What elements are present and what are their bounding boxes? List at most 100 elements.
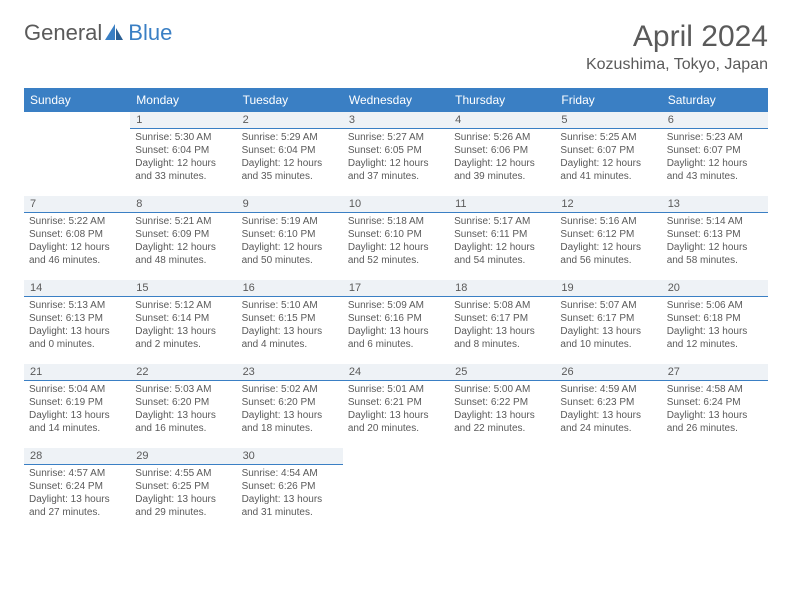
day-info: Sunrise: 5:00 AMSunset: 6:22 PMDaylight:… — [449, 381, 555, 439]
day-info: Sunrise: 5:04 AMSunset: 6:19 PMDaylight:… — [24, 381, 130, 439]
daylight-text: Daylight: 12 hours — [667, 157, 763, 170]
day-number: 26 — [555, 364, 661, 381]
day-number: 13 — [662, 196, 768, 213]
calendar-week: 21Sunrise: 5:04 AMSunset: 6:19 PMDayligh… — [24, 364, 768, 448]
sunrise-text: Sunrise: 4:59 AM — [560, 383, 656, 396]
day-info: Sunrise: 5:18 AMSunset: 6:10 PMDaylight:… — [343, 213, 449, 271]
sunset-text: Sunset: 6:15 PM — [242, 312, 338, 325]
calendar-day: 8Sunrise: 5:21 AMSunset: 6:09 PMDaylight… — [130, 196, 236, 280]
day-info: Sunrise: 5:13 AMSunset: 6:13 PMDaylight:… — [24, 297, 130, 355]
calendar-body: 1Sunrise: 5:30 AMSunset: 6:04 PMDaylight… — [24, 112, 768, 532]
calendar-day: 30Sunrise: 4:54 AMSunset: 6:26 PMDayligh… — [237, 448, 343, 532]
day-number: 15 — [130, 280, 236, 297]
sunrise-text: Sunrise: 5:02 AM — [242, 383, 338, 396]
calendar-day: 2Sunrise: 5:29 AMSunset: 6:04 PMDaylight… — [237, 112, 343, 196]
day-info: Sunrise: 5:10 AMSunset: 6:15 PMDaylight:… — [237, 297, 343, 355]
day-info: Sunrise: 5:12 AMSunset: 6:14 PMDaylight:… — [130, 297, 236, 355]
sunrise-text: Sunrise: 5:22 AM — [29, 215, 125, 228]
sunset-text: Sunset: 6:11 PM — [454, 228, 550, 241]
daylight-text: Daylight: 13 hours — [29, 325, 125, 338]
sunset-text: Sunset: 6:10 PM — [348, 228, 444, 241]
daylight-text: Daylight: 13 hours — [135, 493, 231, 506]
sunset-text: Sunset: 6:06 PM — [454, 144, 550, 157]
sunset-text: Sunset: 6:24 PM — [29, 480, 125, 493]
sunset-text: Sunset: 6:20 PM — [135, 396, 231, 409]
daylight-text: Daylight: 13 hours — [242, 325, 338, 338]
daylight-text-2: and 54 minutes. — [454, 254, 550, 267]
calendar-page: General Blue April 2024 Kozushima, Tokyo… — [0, 0, 792, 552]
calendar-day: 28Sunrise: 4:57 AMSunset: 6:24 PMDayligh… — [24, 448, 130, 532]
calendar-day: 13Sunrise: 5:14 AMSunset: 6:13 PMDayligh… — [662, 196, 768, 280]
day-number: 19 — [555, 280, 661, 297]
sunset-text: Sunset: 6:20 PM — [242, 396, 338, 409]
day-info: Sunrise: 4:58 AMSunset: 6:24 PMDaylight:… — [662, 381, 768, 439]
sunrise-text: Sunrise: 5:06 AM — [667, 299, 763, 312]
daylight-text: Daylight: 12 hours — [135, 157, 231, 170]
daylight-text-2: and 10 minutes. — [560, 338, 656, 351]
sunrise-text: Sunrise: 5:00 AM — [454, 383, 550, 396]
sunrise-text: Sunrise: 5:03 AM — [135, 383, 231, 396]
calendar-day: 26Sunrise: 4:59 AMSunset: 6:23 PMDayligh… — [555, 364, 661, 448]
sunset-text: Sunset: 6:16 PM — [348, 312, 444, 325]
day-info: Sunrise: 5:03 AMSunset: 6:20 PMDaylight:… — [130, 381, 236, 439]
calendar-day: 15Sunrise: 5:12 AMSunset: 6:14 PMDayligh… — [130, 280, 236, 364]
day-number: 27 — [662, 364, 768, 381]
sunrise-text: Sunrise: 5:01 AM — [348, 383, 444, 396]
day-info: Sunrise: 5:09 AMSunset: 6:16 PMDaylight:… — [343, 297, 449, 355]
sail-icon — [105, 20, 125, 36]
calendar-day: 25Sunrise: 5:00 AMSunset: 6:22 PMDayligh… — [449, 364, 555, 448]
day-info: Sunrise: 5:23 AMSunset: 6:07 PMDaylight:… — [662, 129, 768, 187]
day-info: Sunrise: 5:01 AMSunset: 6:21 PMDaylight:… — [343, 381, 449, 439]
sunrise-text: Sunrise: 5:09 AM — [348, 299, 444, 312]
sunset-text: Sunset: 6:07 PM — [560, 144, 656, 157]
daylight-text: Daylight: 12 hours — [135, 241, 231, 254]
daylight-text-2: and 20 minutes. — [348, 422, 444, 435]
sunrise-text: Sunrise: 4:58 AM — [667, 383, 763, 396]
calendar-day: 12Sunrise: 5:16 AMSunset: 6:12 PMDayligh… — [555, 196, 661, 280]
day-number: 4 — [449, 112, 555, 129]
sunset-text: Sunset: 6:13 PM — [29, 312, 125, 325]
sunset-text: Sunset: 6:21 PM — [348, 396, 444, 409]
daylight-text: Daylight: 13 hours — [667, 409, 763, 422]
sunset-text: Sunset: 6:07 PM — [667, 144, 763, 157]
sunset-text: Sunset: 6:04 PM — [135, 144, 231, 157]
day-info: Sunrise: 5:25 AMSunset: 6:07 PMDaylight:… — [555, 129, 661, 187]
day-number: 21 — [24, 364, 130, 381]
calendar-day: 7Sunrise: 5:22 AMSunset: 6:08 PMDaylight… — [24, 196, 130, 280]
day-number: 28 — [24, 448, 130, 465]
calendar-day: 10Sunrise: 5:18 AMSunset: 6:10 PMDayligh… — [343, 196, 449, 280]
daylight-text: Daylight: 13 hours — [29, 493, 125, 506]
sunrise-text: Sunrise: 4:54 AM — [242, 467, 338, 480]
calendar-day: 4Sunrise: 5:26 AMSunset: 6:06 PMDaylight… — [449, 112, 555, 196]
day-number: 20 — [662, 280, 768, 297]
day-number: 2 — [237, 112, 343, 129]
daylight-text: Daylight: 13 hours — [560, 409, 656, 422]
day-info: Sunrise: 5:16 AMSunset: 6:12 PMDaylight:… — [555, 213, 661, 271]
title-block: April 2024 Kozushima, Tokyo, Japan — [586, 20, 768, 74]
calendar-table: SundayMondayTuesdayWednesdayThursdayFrid… — [24, 88, 768, 532]
sunset-text: Sunset: 6:13 PM — [667, 228, 763, 241]
calendar-day: 1Sunrise: 5:30 AMSunset: 6:04 PMDaylight… — [130, 112, 236, 196]
day-header: Thursday — [449, 88, 555, 112]
calendar-day: 20Sunrise: 5:06 AMSunset: 6:18 PMDayligh… — [662, 280, 768, 364]
day-info: Sunrise: 5:08 AMSunset: 6:17 PMDaylight:… — [449, 297, 555, 355]
day-info: Sunrise: 4:55 AMSunset: 6:25 PMDaylight:… — [130, 465, 236, 523]
daylight-text: Daylight: 12 hours — [348, 157, 444, 170]
daylight-text: Daylight: 13 hours — [242, 409, 338, 422]
calendar-day-empty — [343, 448, 449, 532]
calendar-day-empty — [449, 448, 555, 532]
day-info: Sunrise: 4:59 AMSunset: 6:23 PMDaylight:… — [555, 381, 661, 439]
calendar-week: 28Sunrise: 4:57 AMSunset: 6:24 PMDayligh… — [24, 448, 768, 532]
daylight-text: Daylight: 13 hours — [454, 325, 550, 338]
sunrise-text: Sunrise: 5:16 AM — [560, 215, 656, 228]
daylight-text: Daylight: 12 hours — [348, 241, 444, 254]
location: Kozushima, Tokyo, Japan — [586, 56, 768, 74]
daylight-text-2: and 31 minutes. — [242, 506, 338, 519]
daylight-text-2: and 39 minutes. — [454, 170, 550, 183]
daylight-text-2: and 29 minutes. — [135, 506, 231, 519]
daylight-text-2: and 37 minutes. — [348, 170, 444, 183]
day-info: Sunrise: 5:22 AMSunset: 6:08 PMDaylight:… — [24, 213, 130, 271]
day-number: 9 — [237, 196, 343, 213]
sunrise-text: Sunrise: 5:17 AM — [454, 215, 550, 228]
day-info: Sunrise: 4:54 AMSunset: 6:26 PMDaylight:… — [237, 465, 343, 523]
